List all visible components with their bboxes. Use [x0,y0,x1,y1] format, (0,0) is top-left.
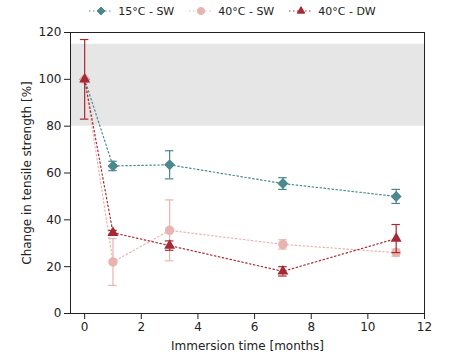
svg-text:Change in tensile strength [%]: Change in tensile strength [%] [20,81,34,264]
html-text:40°C - SW: 40°C - SW [218,4,275,18]
svg-text:8: 8 [307,320,315,334]
svg-text:120: 120 [39,25,62,39]
svg-text:100: 100 [39,72,62,86]
html-text:15°C - SW: 15°C - SW [118,4,175,18]
svg-text:0: 0 [81,320,89,334]
svg-text:20: 20 [46,260,61,274]
svg-text:60: 60 [46,166,61,180]
html-text:40°C - DW: 40°C - DW [318,4,376,18]
svg-text:10: 10 [360,320,375,334]
svg-text:Immersion time [months]: Immersion time [months] [171,339,324,353]
svg-text:80: 80 [46,119,61,133]
svg-text:2: 2 [137,320,145,334]
svg-text:12: 12 [417,320,432,334]
svg-text:40: 40 [46,213,61,227]
svg-text:6: 6 [251,320,259,334]
svg-text:4: 4 [194,320,202,334]
svg-text:0: 0 [54,306,62,320]
